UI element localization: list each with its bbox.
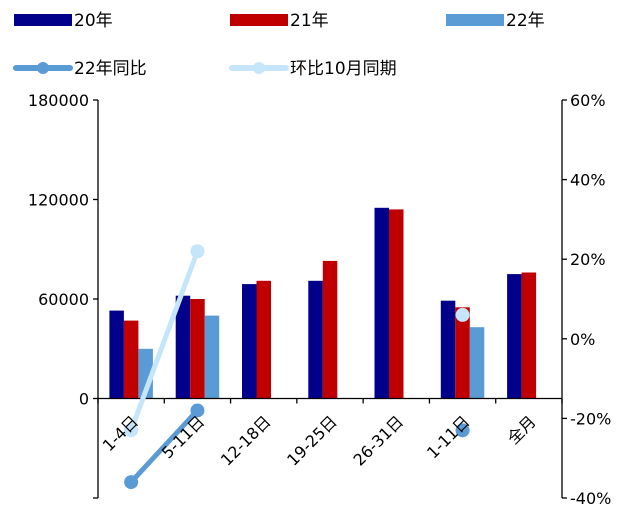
axes (93, 99, 567, 499)
legend-label-1: 20年 (74, 11, 113, 31)
bars (109, 207, 537, 399)
bar-2-6 (455, 307, 470, 399)
bar-2-5 (389, 209, 404, 399)
left-tick-label: 60000 (38, 290, 89, 309)
bar-1-5 (374, 207, 389, 399)
legend-label-5: 环比10月同期 (290, 59, 397, 79)
line-point-1-2 (190, 403, 205, 418)
legend-marker-5 (253, 62, 265, 74)
legend-swatch-3 (446, 14, 504, 26)
legend-swatch-2 (230, 14, 288, 26)
x-tick-label: 26-31日 (349, 412, 407, 470)
x-tick-label: 5-11日 (158, 412, 208, 462)
right-tick-label: -40% (570, 489, 611, 508)
legend-label-4: 22年同比 (74, 59, 147, 79)
right-tick-label: 60% (570, 91, 606, 110)
line-point-2-2 (190, 244, 205, 259)
left-tick-label: 180000 (28, 91, 89, 110)
bar-3-2 (204, 315, 220, 399)
bar-1-4 (308, 280, 323, 399)
right-tick-label: 40% (570, 171, 606, 190)
bar-2-3 (256, 280, 271, 399)
left-tick-label: 0 (79, 390, 89, 409)
bar-1-3 (242, 284, 257, 399)
left-tick-label: 120000 (28, 191, 89, 210)
lines (124, 244, 470, 490)
legend-label-2: 21年 (290, 11, 329, 31)
line-segment-2 (128, 248, 200, 433)
right-tick-label: 0% (570, 330, 595, 349)
x-tick-label: 19-25日 (283, 412, 341, 470)
line-point-2-1 (124, 423, 139, 438)
legend: 20年 21年 22年 22年同比 环比10月同期 (13, 11, 545, 79)
bar-2-1 (123, 320, 139, 399)
line-point-2-6 (455, 307, 470, 322)
line-segment-1 (128, 407, 200, 485)
right-tick-label: 20% (570, 250, 606, 269)
line-point-1-1 (124, 475, 139, 490)
x-tick-label: 12-18日 (217, 412, 275, 470)
bar-2-7 (521, 272, 537, 399)
bar-2-4 (322, 260, 338, 399)
bar-1-1 (109, 310, 124, 399)
bar-1-2 (175, 295, 191, 399)
bar-3-6 (469, 327, 485, 399)
legend-label-3: 22年 (506, 11, 545, 31)
right-tick-label: -20% (570, 409, 611, 428)
line-point-1-6 (455, 423, 470, 438)
bar-1-7 (507, 274, 522, 399)
legend-marker-4 (37, 62, 49, 74)
bar-1-6 (440, 300, 456, 399)
x-tick-label: 全月 (504, 412, 540, 448)
legend-swatch-1 (14, 14, 72, 26)
x-tick-label: 1-11日 (423, 412, 473, 462)
bar-2-2 (190, 299, 205, 399)
